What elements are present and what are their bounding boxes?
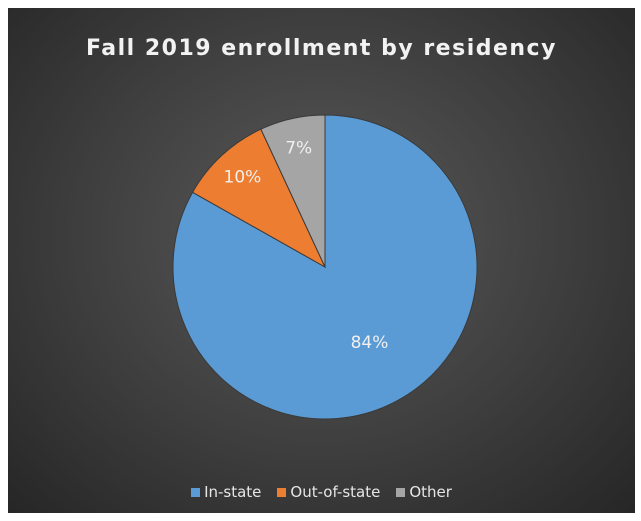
legend-swatch-in-state xyxy=(191,487,201,497)
legend-swatch-out-of-state xyxy=(277,487,287,497)
legend-item-in-state: In-state xyxy=(191,483,261,501)
data-label-in-state: 84% xyxy=(351,333,389,353)
legend-item-other: Other xyxy=(396,483,452,501)
chart-area: Fall 2019 enrollment by residency 84% 10%… xyxy=(8,8,635,513)
legend-item-out-of-state: Out-of-state xyxy=(277,483,380,501)
chart-title: Fall 2019 enrollment by residency xyxy=(86,36,557,61)
pie-slice-out-of-state xyxy=(191,128,327,269)
legend-label-in-state: In-state xyxy=(204,483,262,501)
data-label-other: 7% xyxy=(285,138,312,158)
legend-swatch-other xyxy=(396,487,406,497)
legend-label-other: Other xyxy=(409,483,452,501)
legend: In-state Out-of-state Other xyxy=(8,483,635,501)
legend-label-out-of-state: Out-of-state xyxy=(290,483,381,501)
pie-plot: 84% 10% 7% xyxy=(172,114,478,420)
data-label-out-of-state: 10% xyxy=(224,168,262,188)
pie-slice-other xyxy=(260,114,326,268)
